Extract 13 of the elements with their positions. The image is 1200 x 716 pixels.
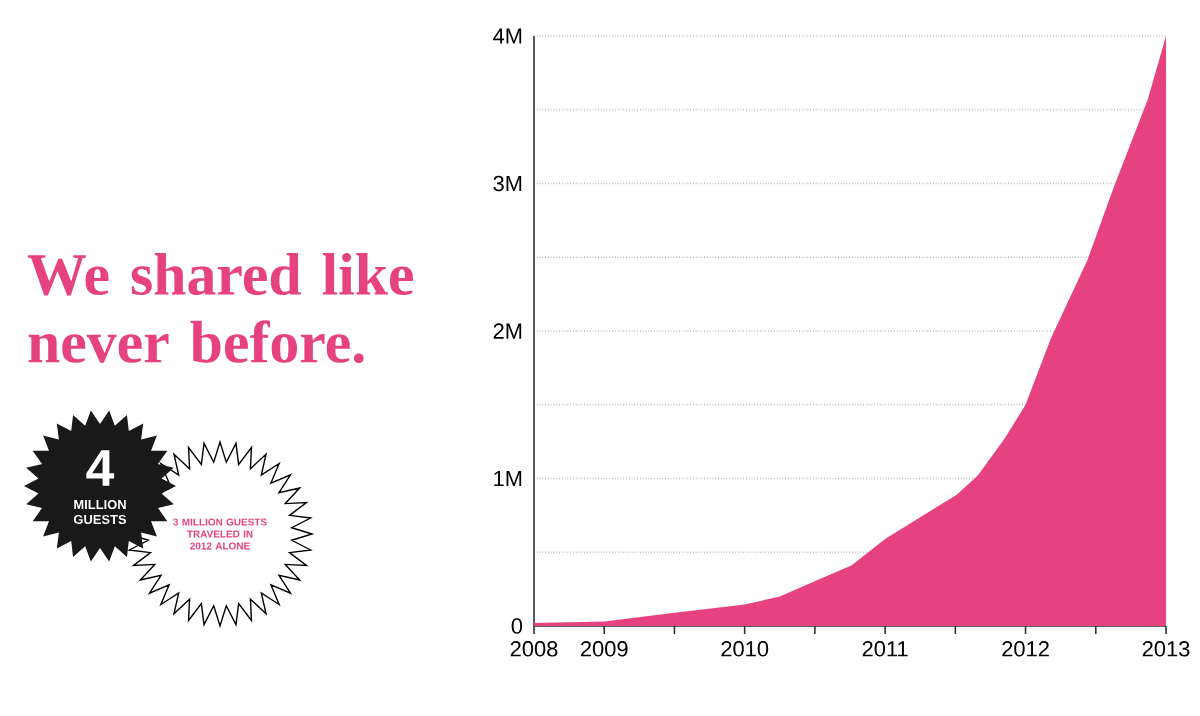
x-tick-label: 2013 — [1142, 641, 1190, 657]
y-tick-label: 0 — [511, 618, 523, 634]
x-tick-label: 2011 — [862, 641, 908, 657]
y-tick-label: 2M — [493, 323, 522, 339]
y-tick-label: 3M — [493, 175, 522, 192]
x-tick-label: 2012 — [1002, 641, 1049, 657]
x-tick-label: 2010 — [721, 641, 769, 657]
x-tick-label: 2008 — [510, 641, 558, 657]
y-tick-label: 4M — [493, 28, 522, 44]
y-tick-label: 1M — [494, 470, 522, 487]
text: We shared like never before. — [27, 253, 413, 364]
x-tick-label: 2009 — [580, 641, 628, 657]
text: 4 — [86, 450, 115, 486]
